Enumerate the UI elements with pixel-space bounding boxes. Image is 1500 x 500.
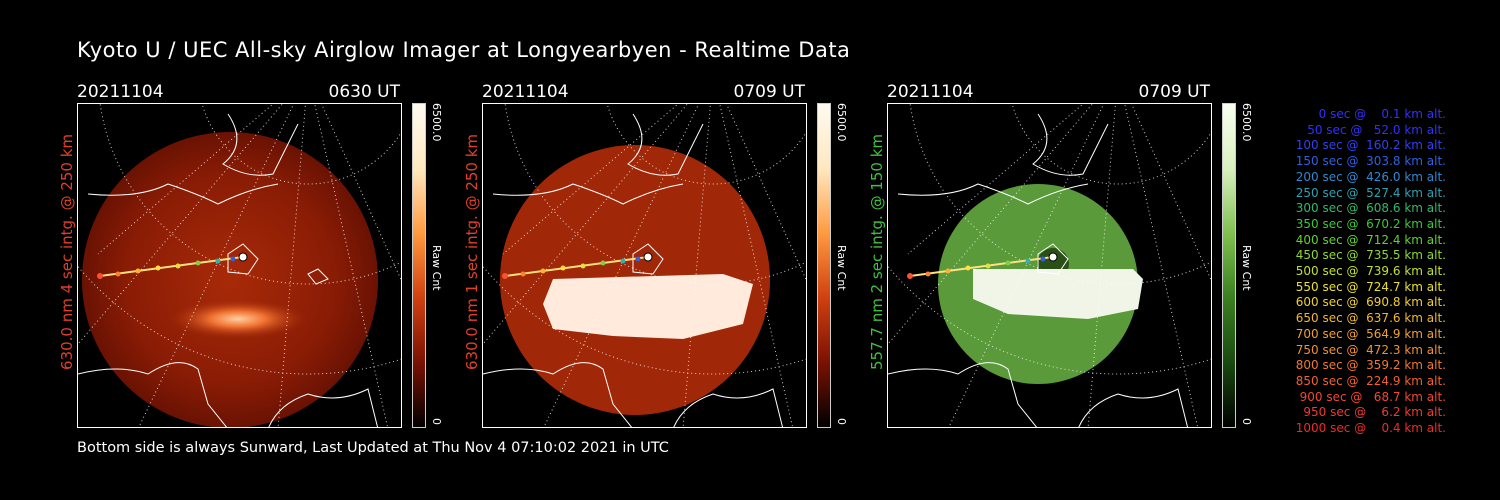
panel-3-time: 0709 UT [1138, 82, 1211, 102]
panel-1-image [77, 103, 402, 428]
trajectory-1 [97, 252, 248, 279]
altitude-legend: 0 sec @ 0.1 km alt. 50 sec @ 52.0 km alt… [1258, 107, 1446, 437]
legend-row: 100 sec @ 160.2 km alt. [1291, 138, 1446, 153]
page-title: Kyoto U / UEC All-sky Airglow Imager at … [77, 38, 851, 62]
legend-row: 450 sec @ 735.5 km alt. [1291, 248, 1446, 263]
panel-2-cbar-min: 0 [835, 418, 848, 425]
legend-row: 550 sec @ 724.7 km alt. [1291, 279, 1446, 294]
legend-row: 200 sec @ 426.0 km alt. [1291, 169, 1446, 184]
panel-3-cbar-max: 6500.0 [1240, 103, 1253, 142]
panel-2-cbar-unit: Raw Cnt [835, 245, 848, 291]
legend-row: 350 sec @ 670.2 km alt. [1291, 216, 1446, 231]
panel-3-ylabel: 557.7 nm 2 sec intg. @ 150 km [868, 133, 886, 370]
legend-row: 500 sec @ 739.6 km alt. [1291, 264, 1446, 279]
panel-2-time: 0709 UT [733, 82, 806, 102]
panel-3-cbar-unit: Raw Cnt [1240, 245, 1253, 291]
panel-3-image [887, 103, 1212, 428]
trajectory-3 [907, 252, 1058, 279]
legend-row: 0 sec @ 0.1 km alt. [1307, 107, 1446, 121]
panel-3-cbar-min: 0 [1240, 418, 1253, 425]
panel-2-cbar-max: 6500.0 [835, 103, 848, 142]
panel-1-cbar-unit: Raw Cnt [430, 245, 443, 291]
legend-row: 400 sec @ 712.4 km alt. [1291, 232, 1446, 247]
panel-1-date: 20211104 [77, 82, 164, 102]
legend-row: 1000 sec @ 0.4 km alt. [1295, 421, 1446, 436]
legend-row: 650 sec @ 637.6 km alt. [1291, 311, 1446, 326]
panel-2-image [482, 103, 807, 428]
legend-row: 600 sec @ 690.8 km alt. [1291, 295, 1446, 310]
legend-row: 950 sec @ 6.2 km alt. [1299, 405, 1446, 420]
panel-1-cbar-min: 0 [430, 418, 443, 425]
legend-row: 150 sec @ 303.8 km alt. [1291, 154, 1446, 169]
panel-2-colorbar [817, 103, 831, 428]
legend-row: 750 sec @ 472.3 km alt. [1291, 342, 1446, 357]
legend-row: 50 sec @ 52.0 km alt. [1299, 122, 1446, 137]
legend-row: 700 sec @ 564.9 km alt. [1291, 326, 1446, 341]
panel-3-date: 20211104 [887, 82, 974, 102]
footer-note: Bottom side is always Sunward, Last Upda… [77, 440, 669, 456]
panel-2-date: 20211104 [482, 82, 569, 102]
legend-row: 850 sec @ 224.9 km alt. [1291, 373, 1446, 388]
legend-row: 900 sec @ 68.7 km alt. [1295, 389, 1446, 404]
panel-3-colorbar [1222, 103, 1236, 428]
legend-row: 800 sec @ 359.2 km alt. [1291, 358, 1446, 373]
panel-1-colorbar [412, 103, 426, 428]
panel-1-ylabel: 630.0 nm 4 sec intg. @ 250 km [58, 133, 76, 370]
trajectory-2 [502, 252, 653, 279]
legend-row: 250 sec @ 527.4 km alt. [1291, 185, 1446, 200]
panel-1-cbar-max: 6500.0 [430, 103, 443, 142]
legend-row: 300 sec @ 608.6 km alt. [1291, 201, 1446, 216]
panel-1-time: 0630 UT [328, 82, 401, 102]
panel-2-ylabel: 630.0 nm 1 sec intg. @ 250 km [463, 133, 481, 370]
